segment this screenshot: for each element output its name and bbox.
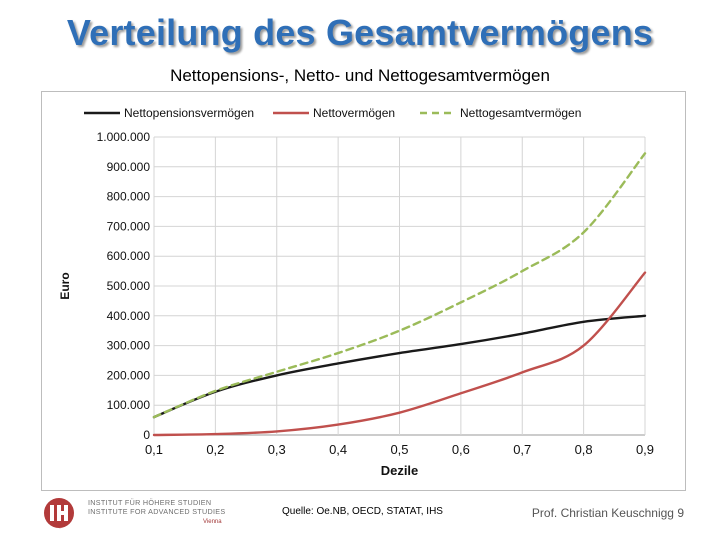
logo-city: Vienna (203, 519, 222, 525)
x-axis-label: Dezile (381, 463, 419, 478)
x-tick-label: 0,8 (575, 442, 593, 457)
x-tick-label: 0,3 (268, 442, 286, 457)
slide-title: Verteilung des Gesamtvermögens (66, 12, 654, 53)
y-tick-label: 300.000 (107, 339, 151, 353)
ihs-logo: IHS INSTITUT FÜR HÖHERE STUDIEN INSTITUT… (38, 496, 238, 530)
y-tick-label: 0 (143, 428, 150, 442)
series-line-2 (152, 271, 647, 437)
ihs-logo-mark: IHS (44, 498, 74, 530)
legend-label-1: Nettopensionsvermögen (124, 106, 254, 120)
logo-line-2: INSTITUTE FOR ADVANCED STUDIES (88, 507, 226, 516)
x-tick-label: 0,1 (145, 442, 163, 457)
y-tick-label: 100.000 (107, 398, 151, 412)
y-tick-label: 700.000 (107, 219, 151, 233)
y-tick-label: 1.000.000 (97, 130, 151, 144)
line-chart: 0 100.000 200.000 300.000 400.000 500.000 600.… (58, 106, 654, 478)
series-line-3 (152, 152, 647, 419)
y-tick-label: 900.000 (107, 160, 151, 174)
logo-line-1: INSTITUT FÜR HÖHERE STUDIEN (88, 498, 212, 507)
x-tick-label: 0,5 (390, 442, 408, 457)
chart-frame: 0 100.000 200.000 300.000 400.000 500.000 600.… (41, 91, 686, 491)
y-axis-label: Euro (58, 272, 72, 299)
x-tick-label: 0,4 (329, 442, 347, 457)
x-tick-label: 0,6 (452, 442, 470, 457)
footer-author: Prof. Christian Keuschnigg 9 (531, 506, 684, 520)
x-tick-label: 0,7 (513, 442, 531, 457)
legend-label-3: Nettogesamtvermögen (460, 106, 581, 120)
logo-mark-label: IHS (59, 528, 61, 530)
legend-label-2: Nettovermögen (313, 106, 395, 120)
y-tick-label: 400.000 (107, 309, 151, 323)
y-tick-label: 800.000 (107, 190, 151, 204)
y-tick-label: 500.000 (107, 279, 151, 293)
x-tick-label: 0,2 (206, 442, 224, 457)
footer-source: Quelle: Oe.NB, OECD, STATAT, IHS (282, 506, 443, 517)
y-tick-label: 200.000 (107, 368, 151, 382)
y-tick-label: 600.000 (107, 249, 151, 263)
logo-text: INSTITUT FÜR HÖHERE STUDIEN INSTITUTE FO… (88, 498, 225, 516)
x-tick-label: 0,9 (636, 442, 654, 457)
slide-subtitle: Nettopensions-, Netto- und Nettogesamtve… (170, 66, 550, 85)
